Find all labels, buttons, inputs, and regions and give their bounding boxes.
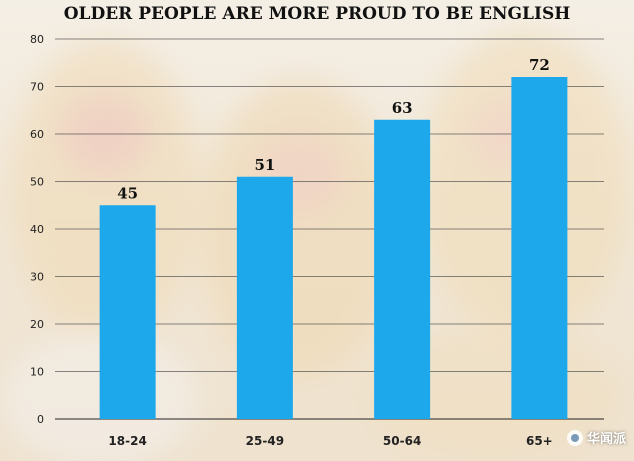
bar — [99, 205, 156, 419]
x-tick-label: 65+ — [526, 434, 553, 448]
y-tick-label: 60 — [30, 128, 44, 141]
bar-value-label: 51 — [254, 156, 275, 174]
bar-value-label: 63 — [392, 99, 413, 117]
watermark-text: 华闻派 — [586, 432, 626, 447]
watermark: 华闻派 — [566, 428, 626, 447]
y-tick-label: 0 — [37, 413, 44, 426]
bar — [511, 77, 568, 419]
x-tick-label: 18-24 — [108, 434, 146, 448]
y-tick-label: 30 — [30, 271, 44, 284]
y-tick-label: 40 — [30, 223, 44, 236]
chart-title: OLDER PEOPLE ARE MORE PROUD TO BE ENGLIS… — [64, 4, 571, 24]
y-tick-label: 80 — [30, 33, 44, 46]
bar-value-label: 45 — [117, 184, 138, 202]
y-tick-label: 70 — [30, 81, 44, 94]
y-tick-label: 20 — [30, 318, 44, 331]
y-tick-label: 50 — [30, 176, 44, 189]
x-tick-label: 25-49 — [246, 434, 284, 448]
bar-value-label: 72 — [529, 56, 550, 74]
x-tick-label: 50-64 — [383, 434, 421, 448]
bar — [236, 176, 293, 419]
y-tick-label: 10 — [30, 366, 44, 379]
bar — [374, 119, 431, 419]
wechat-icon — [566, 429, 583, 446]
